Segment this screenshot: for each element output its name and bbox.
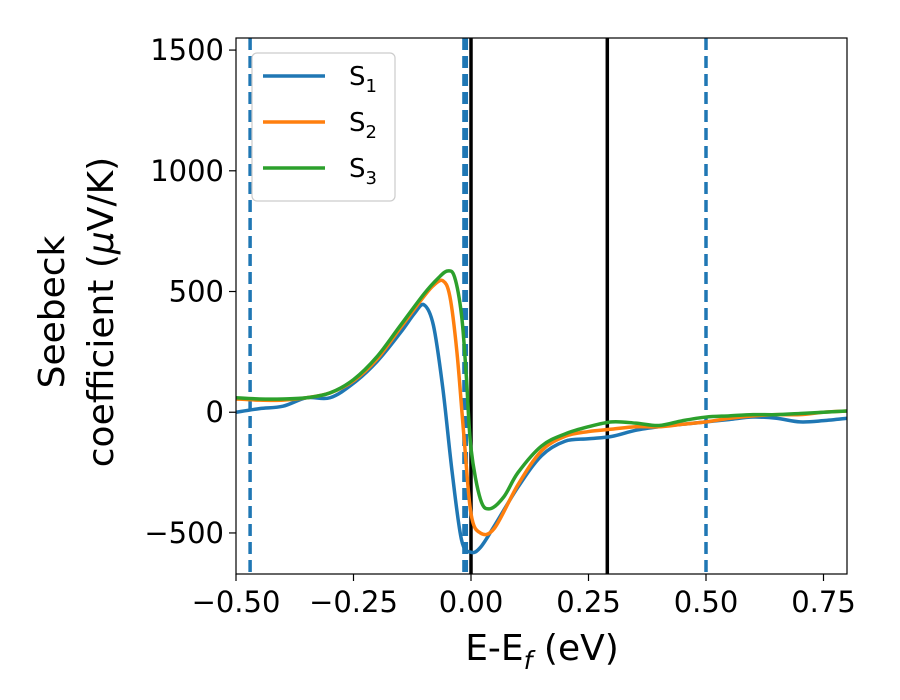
vertical-lines <box>248 38 708 574</box>
x-axis-label-unit: (eV) <box>532 628 618 669</box>
series-line-s1 <box>236 302 847 555</box>
legend-label-s1: S1 <box>349 62 377 97</box>
y-tick-label-3: 1000 <box>150 154 224 188</box>
x-tick-label-3: 0.25 <box>556 585 621 619</box>
y-tick-label-4: 1500 <box>150 33 224 67</box>
legend-label-s2: S2 <box>349 108 377 143</box>
series-lines <box>236 269 847 555</box>
legend-label-s3: S3 <box>349 154 377 189</box>
x-axis-ticks: −0.50 −0.25 0.00 0.25 0.50 0.75 <box>192 574 856 619</box>
series-line-s3 <box>236 269 847 511</box>
y-axis-label-mu: μ <box>81 231 122 255</box>
x-tick-label-2: 0.00 <box>439 585 504 619</box>
y-tick-label-0: −500 <box>144 516 224 550</box>
x-tick-label-4: 0.50 <box>674 585 739 619</box>
x-tick-label-0: −0.50 <box>192 585 281 619</box>
legend-box <box>251 52 396 202</box>
x-tick-label-5: 0.75 <box>791 585 856 619</box>
y-axis-label: Seebeck coefficient (μV/K) <box>32 157 122 467</box>
legend: S1 S2 S3 <box>251 52 396 202</box>
x-axis-label: E-Ef (eV) <box>465 628 619 675</box>
y-tick-label-1: 0 <box>206 395 224 429</box>
x-tick-label-1: −0.25 <box>309 585 398 619</box>
series-line-s2 <box>236 278 847 537</box>
plot-frame <box>235 37 848 575</box>
y-axis-ticks: −500 0 500 1000 1500 <box>144 33 236 550</box>
y-tick-label-2: 500 <box>169 275 224 309</box>
y-axis-label-line2: coefficient (μV/K) <box>81 157 122 467</box>
y-axis-label-line1: Seebeck <box>32 235 73 388</box>
